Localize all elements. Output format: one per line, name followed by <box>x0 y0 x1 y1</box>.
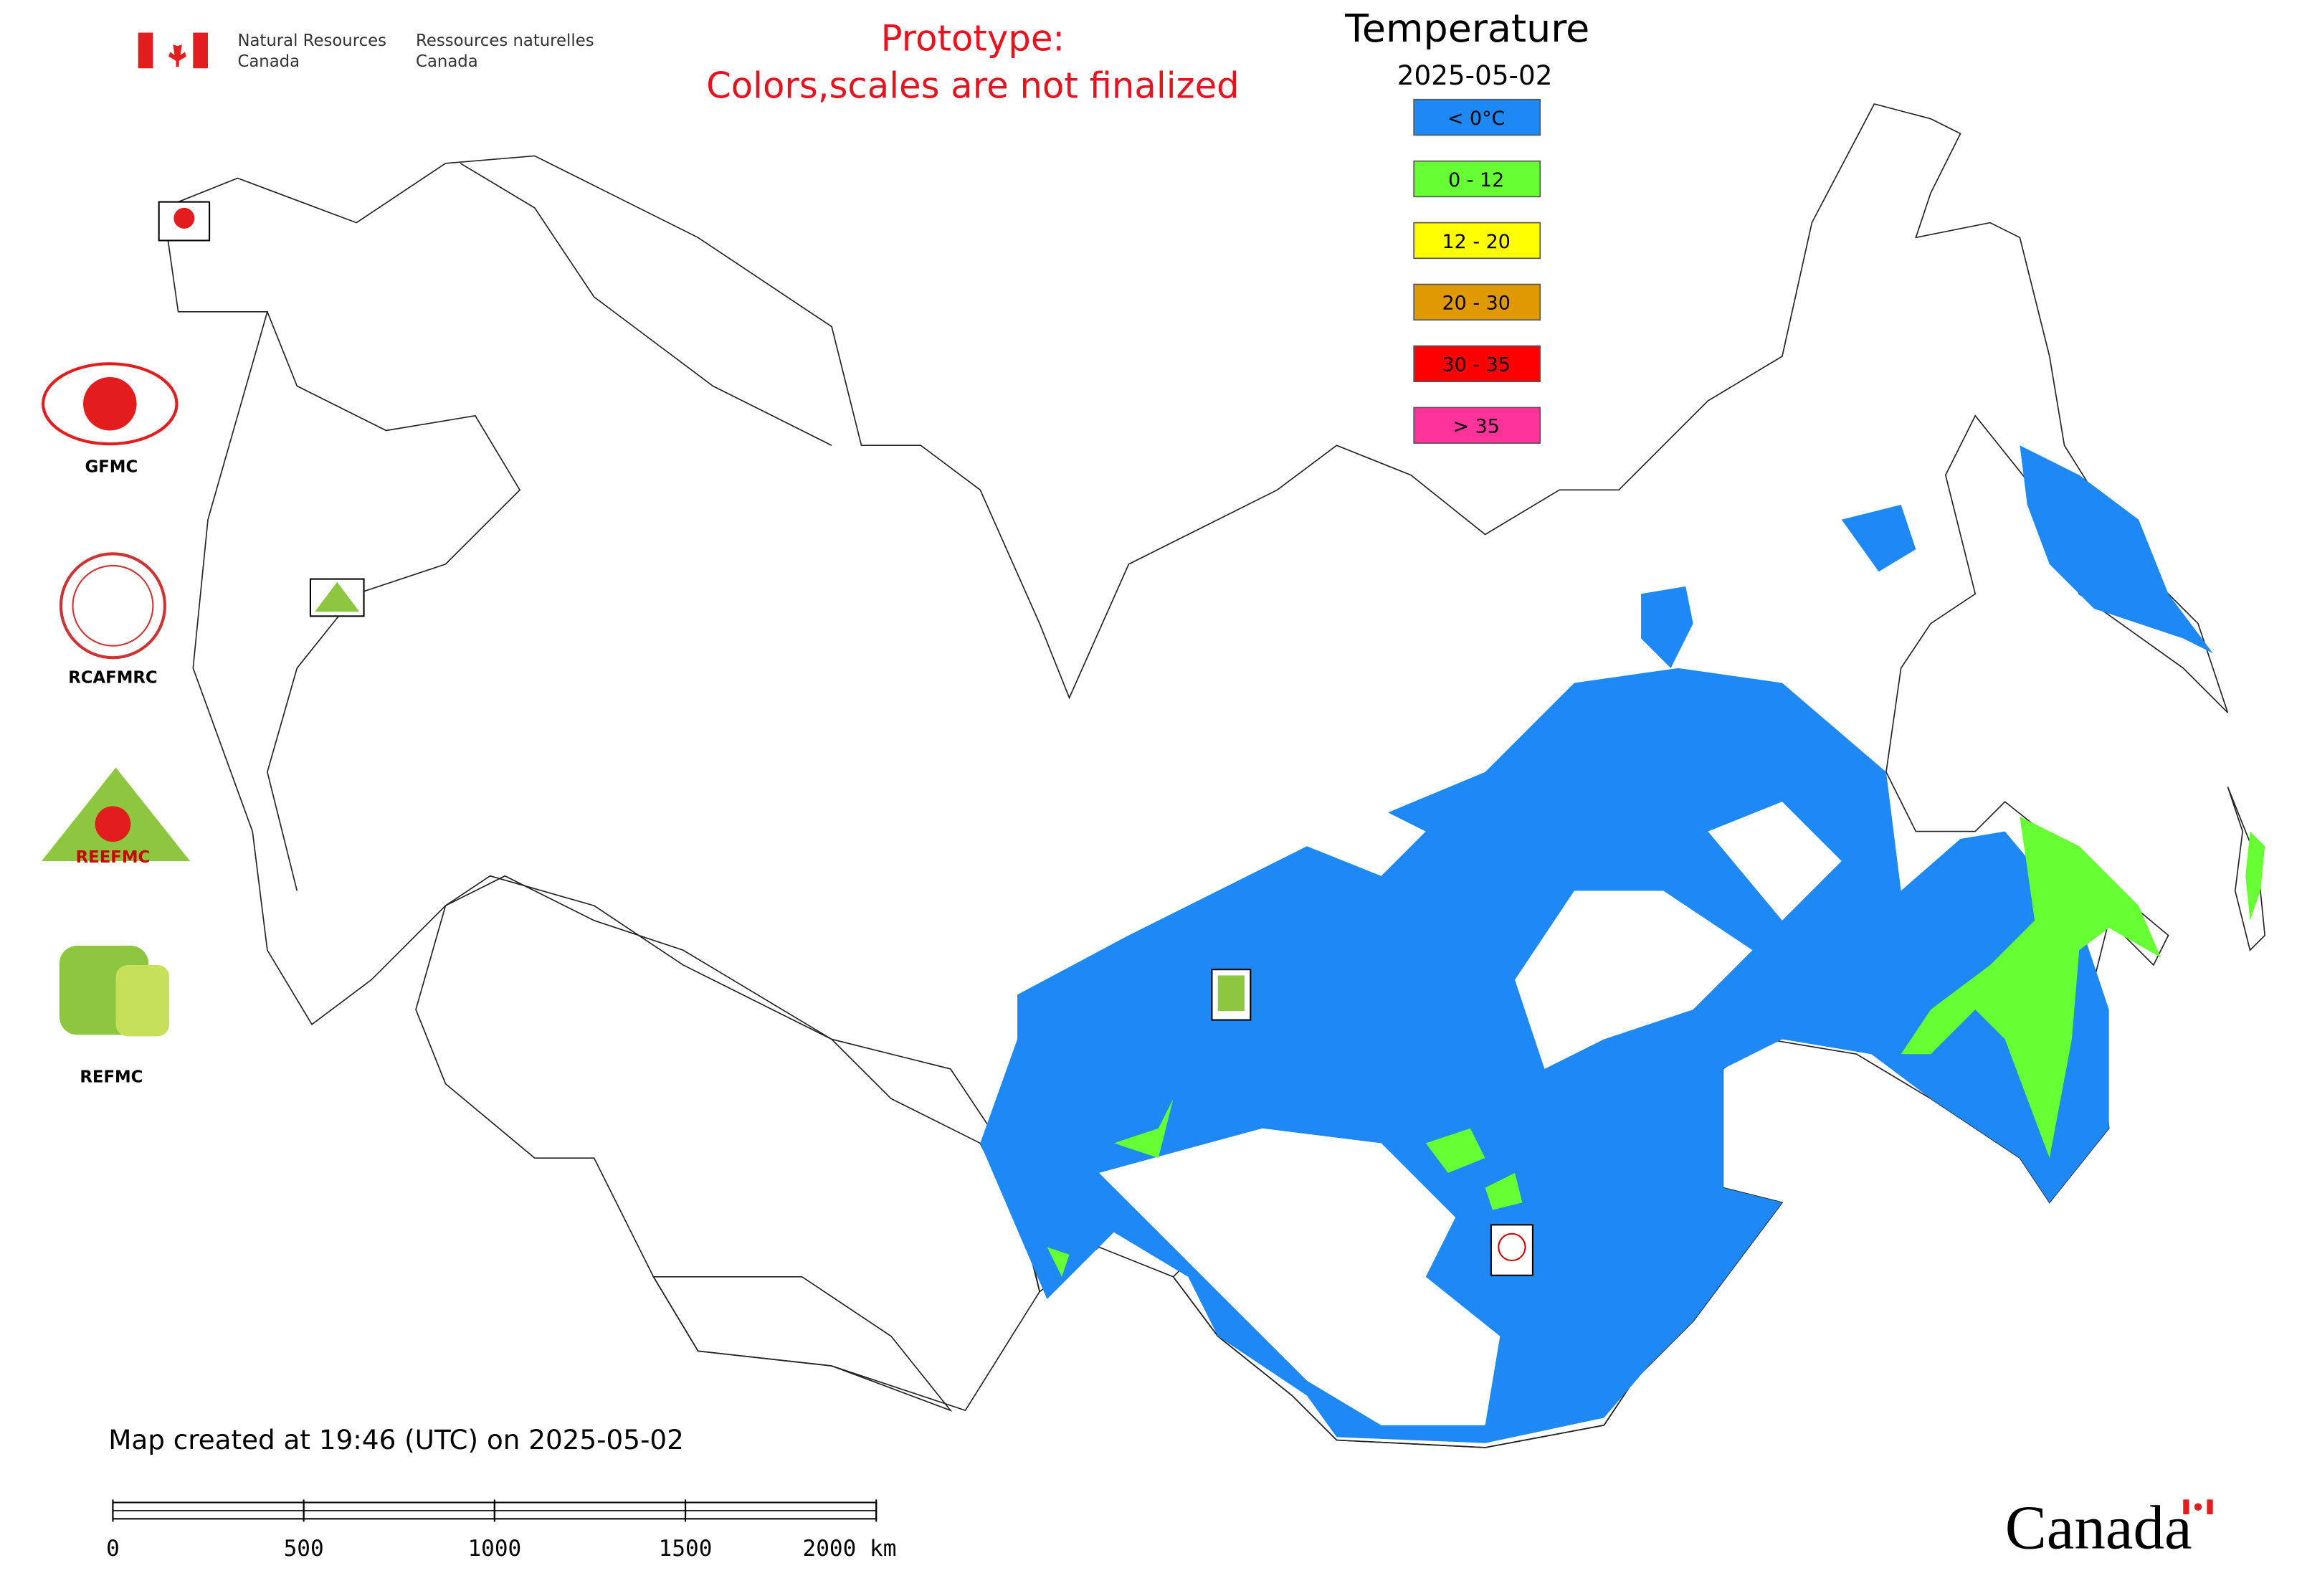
scale-label: 0 <box>106 1536 120 1562</box>
org-label: REFMC <box>80 1068 143 1087</box>
dept-fr: Canada <box>416 52 478 71</box>
legend-label: 0 - 12 <box>1448 169 1504 191</box>
legend-swatch <box>1413 407 1541 444</box>
dept-fr: Ressources naturelles <box>416 32 594 50</box>
temperature-field <box>980 445 2265 1443</box>
legend-label: 20 - 30 <box>1442 293 1511 315</box>
org-label: REEFMC <box>76 848 151 867</box>
map-markers <box>158 201 1533 1276</box>
legend-title: Temperature <box>1344 6 1589 51</box>
notice: Colors,scales are not finalized <box>706 65 1240 107</box>
country-outlines <box>162 103 2266 1448</box>
dept-en: Natural Resources <box>237 32 386 50</box>
dept-en: Canada <box>237 52 300 71</box>
scale-label: 500 <box>284 1536 324 1562</box>
legend-swatch <box>1413 283 1541 321</box>
legend-label: > 35 <box>1453 416 1500 438</box>
org-logos <box>42 362 191 1037</box>
notice: Prototype: <box>881 17 1065 59</box>
scale-label: 1500 <box>659 1536 713 1562</box>
canada-flag <box>138 32 209 69</box>
canada-wordmark: Canada <box>2005 1493 2192 1562</box>
scale-label: 2000 km <box>803 1536 897 1562</box>
legend-swatch <box>1413 345 1541 382</box>
legend-label: < 0°C <box>1447 108 1505 130</box>
legend-label: 30 - 35 <box>1442 354 1511 376</box>
legend-swatch <box>1413 98 1541 136</box>
map-created: Map created at 19:46 (UTC) on 2025-05-02 <box>108 1424 684 1455</box>
legend-label: 12 - 20 <box>1442 231 1511 253</box>
org-label: RCAFMRC <box>68 669 157 688</box>
legend-date: 2025-05-02 <box>1397 60 1553 91</box>
scale-bar: 0 500 1000 1500 2000 km <box>106 1499 896 1562</box>
legend-swatch <box>1413 160 1541 198</box>
scale-label: 1000 <box>467 1536 521 1562</box>
org-label: GFMC <box>85 457 138 476</box>
legend: < 0°C 0 - 12 12 - 20 20 - 30 30 - 35 > 35 <box>1413 98 1541 444</box>
legend-swatch <box>1413 222 1541 260</box>
wordmark-flag <box>2183 1499 2213 1515</box>
